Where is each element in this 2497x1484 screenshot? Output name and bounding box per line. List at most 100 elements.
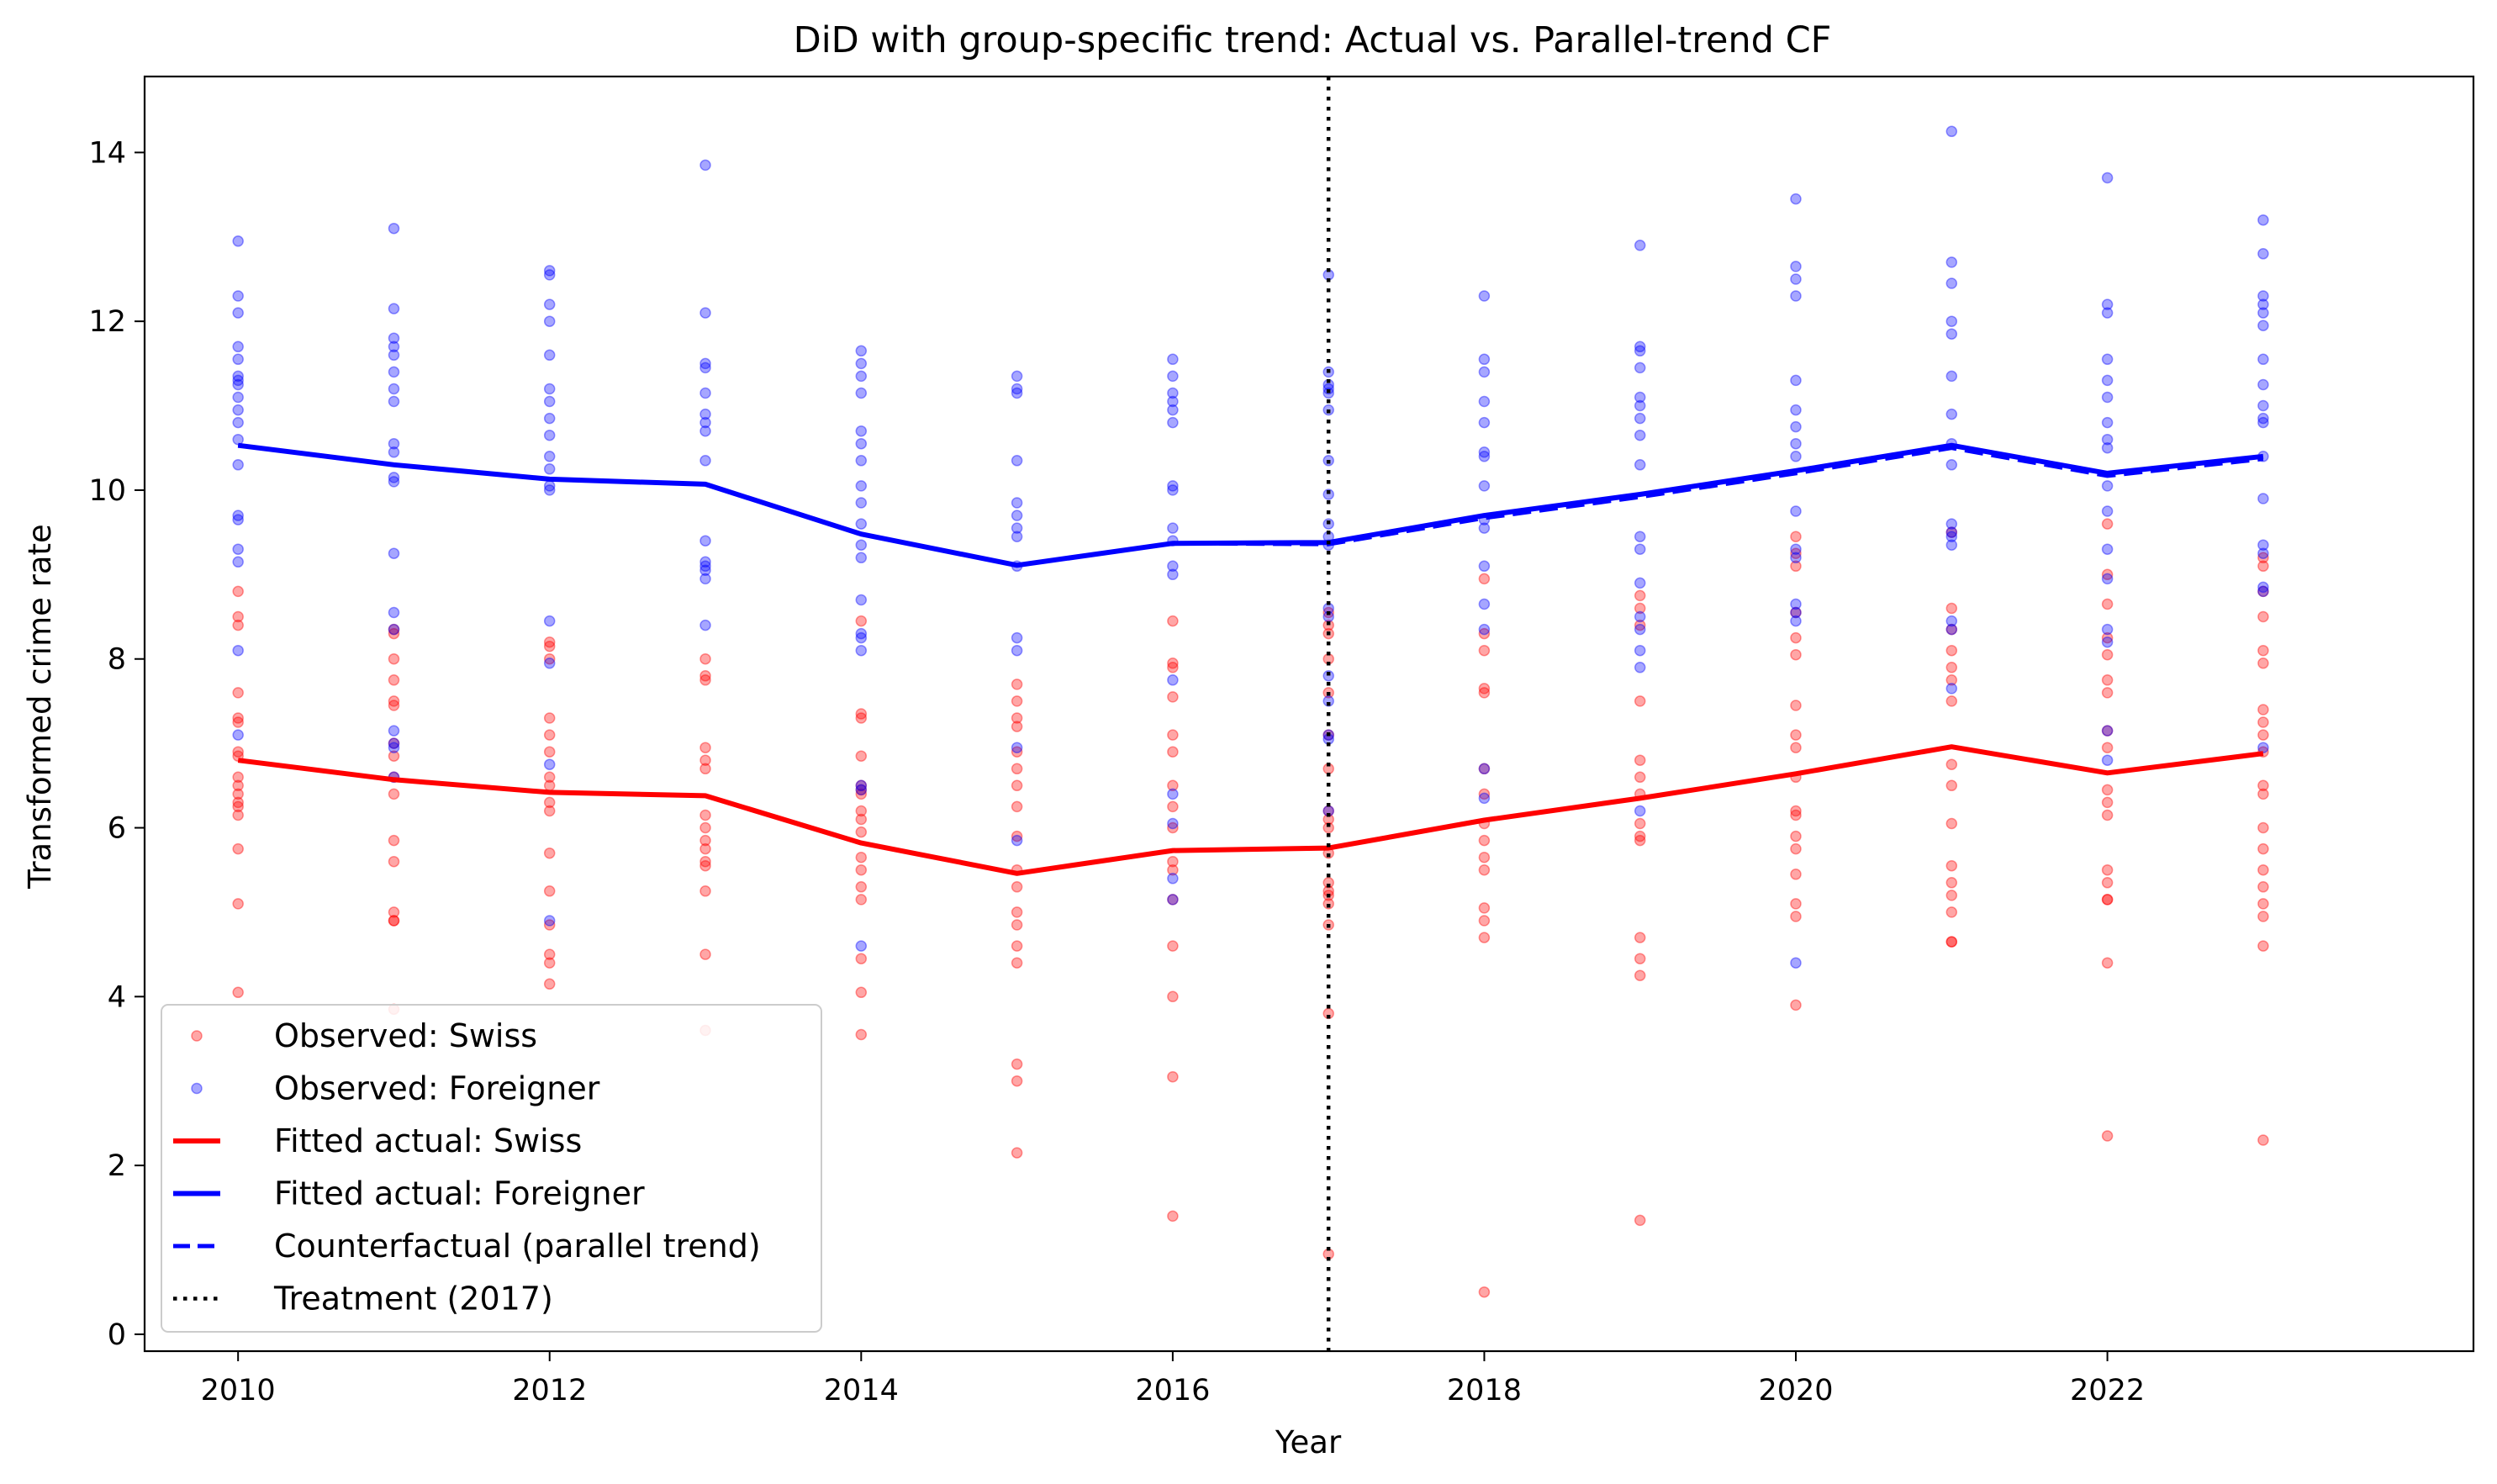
swiss-point-2017-9 [1322,821,1334,834]
foreigner-point-2012-16 [543,915,556,927]
foreigner-point-2023-4 [2257,307,2269,319]
foreigner-point-2020-11 [1790,552,1802,564]
swiss-point-2013-0 [699,652,711,665]
foreigner-point-2010-16 [232,556,244,568]
foreigner-point-2017-13 [1322,670,1334,682]
swiss-point-2010-0 [232,585,244,598]
foreigner-point-2011-14 [388,623,400,636]
legend-marker-0 [191,1030,203,1042]
swiss-point-2010-14 [232,842,244,855]
foreigner-point-2021-15 [1945,683,1958,694]
foreigner-point-2014-10 [855,539,868,551]
swiss-point-2022-4 [2101,648,2114,661]
swiss-point-2023-17 [2257,911,2269,922]
swiss-point-2011-13 [388,915,400,927]
foreigner-point-2016-1 [1167,370,1179,383]
swiss-point-2011-9 [388,788,400,800]
swiss-point-2014-0 [855,615,868,627]
foreigner-point-2014-14 [855,631,868,644]
foreigner-point-2013-8 [699,455,711,467]
foreigner-point-2012-7 [543,412,556,425]
swiss-point-2012-6 [543,771,556,784]
swiss-point-2017-14 [1322,898,1334,910]
foreigner-point-2022-6 [2101,416,2114,429]
legend-box [161,1004,822,1333]
swiss-point-2012-12 [543,919,556,931]
foreigner-point-2015-0 [1011,370,1023,383]
foreigner-point-2016-15 [1167,873,1179,885]
foreigner-point-2022-0 [2101,172,2114,184]
swiss-point-2023-10 [2257,779,2269,792]
swiss-point-2020-16 [1790,911,1802,922]
foreigner-point-2010-0 [232,235,244,247]
x-axis-label: Year [1275,1424,1342,1460]
foreigner-point-2018-6 [1478,451,1491,462]
foreigner-point-2023-13 [2257,539,2269,551]
swiss-point-2012-10 [543,847,556,859]
legend: Observed: Swiss Observed: Foreigner Fitted… [161,1004,822,1333]
swiss-point-2019-0 [1634,589,1646,602]
foreigner-point-2016-7 [1167,484,1179,496]
swiss-point-2013-6 [699,809,711,821]
foreigner-point-2023-17 [2257,742,2269,753]
swiss-point-2015-17 [1011,1147,1023,1159]
foreigner-point-2021-0 [1945,125,1958,138]
swiss-point-2018-2 [1478,644,1491,657]
y-tick-label-0: 0 [108,1318,126,1352]
swiss-point-2014-15 [855,986,868,999]
foreigner-point-2023-3 [2257,298,2269,310]
legend-label-2: Fitted actual: Swiss [274,1122,582,1159]
swiss-point-2020-8 [1790,742,1802,753]
foreigner-point-2010-7 [232,378,244,391]
swiss-point-2021-8 [1945,779,1958,792]
swiss-point-2021-12 [1945,890,1958,901]
foreigner-point-2021-3 [1945,315,1958,327]
legend-label-3: Fitted actual: Foreigner [274,1175,645,1212]
foreigner-point-2013-9 [699,535,711,547]
foreigner-point-2014-16 [855,779,868,792]
foreigner-point-2010-10 [232,416,244,429]
swiss-point-2011-12 [388,906,400,918]
foreigner-point-2019-14 [1634,644,1646,657]
foreigner-point-2022-16 [2101,754,2114,766]
x-tick-label-2014: 2014 [824,1374,899,1407]
swiss-point-2022-17 [2101,1130,2114,1142]
foreigner-point-2011-13 [388,606,400,619]
foreigner-point-2021-9 [1945,518,1958,530]
foreigner-point-2019-6 [1634,412,1646,425]
foreigner-point-2023-7 [2257,378,2269,391]
foreigner-point-2013-6 [699,416,711,429]
swiss-point-2019-13 [1634,1214,1646,1227]
x-tick-label-2016: 2016 [1135,1374,1210,1407]
foreigner-point-2018-10 [1478,560,1491,573]
swiss-point-2021-0 [1945,526,1958,538]
swiss-point-2015-5 [1011,763,1023,775]
swiss-point-2014-2 [855,712,868,724]
y-tick-label-2: 2 [108,1149,126,1183]
foreigner-point-2015-11 [1011,742,1023,753]
swiss-point-2021-11 [1945,877,1958,889]
foreigner-point-2014-17 [855,784,868,796]
swiss-point-2023-15 [2257,881,2269,893]
swiss-point-2018-11 [1478,902,1491,914]
swiss-point-2014-13 [855,894,868,906]
swiss-point-2022-16 [2101,957,2114,969]
swiss-point-2011-5 [388,700,400,711]
swiss-point-2018-6 [1478,788,1491,800]
swiss-point-2012-7 [543,779,556,792]
foreigner-point-2020-15 [1790,957,1802,969]
foreigner-point-2022-1 [2101,298,2114,310]
legend-marker-1 [191,1082,203,1095]
swiss-point-2014-16 [855,1028,868,1041]
foreigner-point-2015-7 [1011,531,1023,542]
foreigner-point-2018-12 [1478,623,1491,636]
swiss-point-2012-13 [543,948,556,960]
foreigner-point-2012-6 [543,395,556,408]
legend-label-5: Treatment (2017) [273,1281,553,1318]
swiss-point-2012-15 [543,978,556,990]
foreigner-point-2020-3 [1790,290,1802,302]
foreigner-point-2015-9 [1011,631,1023,644]
swiss-point-2022-15 [2101,894,2114,906]
swiss-point-2012-8 [543,796,556,809]
swiss-point-2013-8 [699,834,711,847]
